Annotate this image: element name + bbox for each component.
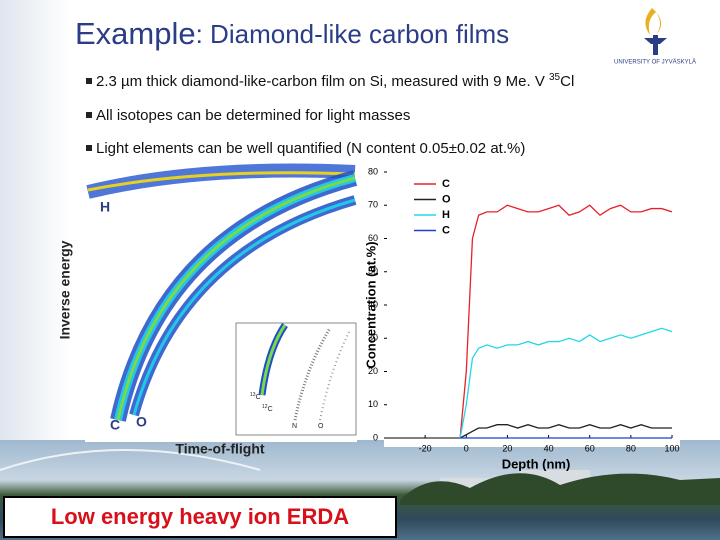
- title-rest: : Diamond-like carbon films: [196, 19, 510, 49]
- logo: UNIVERSITY OF JYVÄSKYLÄ: [614, 8, 696, 66]
- x-tick-label: -20: [419, 443, 432, 453]
- inset-label: 13C: [250, 392, 261, 401]
- y-tick-label: 40: [368, 299, 378, 309]
- x-tick-label: 20: [502, 443, 512, 453]
- logo-text: UNIVERSITY OF JYVÄSKYLÄ: [614, 59, 696, 66]
- x-tick-label: 80: [626, 443, 636, 453]
- bullet-marker: [86, 112, 92, 118]
- banner-box: [3, 496, 397, 538]
- element-label: O: [136, 414, 147, 430]
- y-tick-label: 20: [368, 366, 378, 376]
- bullet: Light elements can be well quantified (N…: [96, 140, 525, 157]
- chart-background: [384, 165, 680, 447]
- bullet-text: 2.3 µm thick diamond-like-carbon film on…: [96, 73, 549, 90]
- y-axis-label: Inverse energy: [57, 240, 73, 339]
- chart: 0 10 20 30 40 50 60 70 80 -20 0 20 40 60 80 100 Depth (n…: [363, 166, 679, 471]
- legend-label: C: [442, 178, 450, 190]
- title: Example: Diamond-like carbon films: [75, 16, 509, 51]
- x-axis-label: Time-of-flight: [175, 441, 265, 457]
- y-tick-label: 80: [368, 166, 378, 176]
- trees: [400, 473, 720, 505]
- x-tick-label: 0: [464, 443, 469, 453]
- x-axis-label: Depth (nm): [502, 456, 571, 471]
- y-tick-label: 10: [368, 399, 378, 409]
- legend-label: C: [442, 224, 450, 236]
- y-tick-label: 50: [368, 266, 378, 276]
- inset-label: N: [292, 423, 297, 430]
- bullet-after: Cl: [560, 73, 574, 90]
- element-label: C: [110, 417, 120, 433]
- x-tick-label: 100: [664, 443, 679, 453]
- bullet-marker: [86, 145, 92, 151]
- bridge: [0, 449, 261, 471]
- bullet: All isotopes can be determined for light…: [96, 107, 410, 124]
- element-label: H: [100, 199, 110, 215]
- y-tick-label: 60: [368, 233, 378, 243]
- series-line: [459, 327, 673, 439]
- bullets: 2.3 µm thick diamond-like-carbon film on…: [86, 72, 574, 157]
- y-tick-label: 30: [368, 333, 378, 343]
- bullet-sup: 35: [549, 72, 561, 83]
- legend-label: H: [442, 209, 450, 221]
- inset-label: O: [318, 423, 324, 430]
- series-line: [459, 424, 672, 439]
- y-tick-label: 70: [368, 200, 378, 210]
- y-tick-label: 0: [373, 432, 378, 442]
- x-tick-label: 60: [585, 443, 595, 453]
- banner: Low energy heavy ion ERDA: [51, 504, 349, 529]
- x-tick-label: 40: [544, 443, 554, 453]
- series-line: [459, 204, 673, 439]
- legend-label: O: [442, 193, 451, 205]
- title-main: Example: [75, 16, 196, 51]
- y-axis-label: Concentration (at.%): [363, 241, 378, 368]
- inset-label: 12C: [262, 404, 273, 413]
- bullet: 2.3 µm thick diamond-like-carbon film on…: [96, 72, 574, 90]
- bullet-marker: [86, 78, 92, 84]
- tof-image: Inverse energy Time-of-flight H C O 13C …: [57, 163, 358, 457]
